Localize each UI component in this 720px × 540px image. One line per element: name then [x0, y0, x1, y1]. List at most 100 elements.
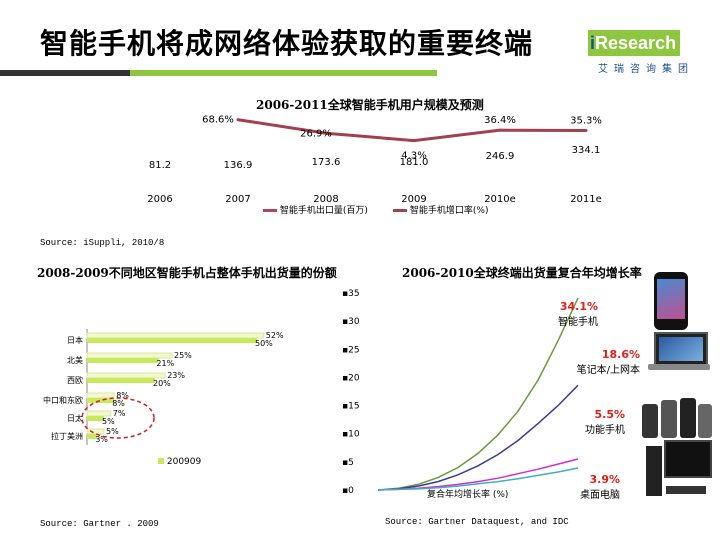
right-legend: 复合年均增长率 (%) — [427, 490, 509, 500]
page-title: 智能手机将成网络体验获取的重要终端 — [40, 27, 534, 60]
bar-200909-label: 21% — [156, 359, 174, 368]
growth-rate-point — [498, 128, 502, 132]
top-chart-title: 2006-2011全球智能手机用户规模及预测 — [256, 98, 484, 112]
year-tick-label: 2008 — [313, 194, 338, 205]
growth-curve — [377, 297, 579, 491]
region-label: 中口和东欧 — [43, 395, 83, 405]
top-chart-source: Source: iSuppli, 2010/8 — [40, 238, 165, 248]
growth-rate-label: 68.6% — [202, 115, 234, 126]
desktop-monitor — [664, 440, 712, 478]
bar-200809-label: 25% — [174, 351, 192, 360]
label-featurephone: 5.5% 功能手机 — [570, 408, 625, 436]
right-chart: ▪35 ▪30 ▪25 ▪20 ▪15 ▪10 ▪5 ▪0 — [342, 289, 579, 496]
bar-200909 — [87, 398, 115, 403]
year-tick-label: 2010e — [484, 194, 516, 205]
region-label: 日本 — [67, 335, 83, 345]
growth-rate-line — [237, 118, 587, 143]
left-chart-title: 2008-2009不同地区智能手机占整体手机出货量的份额 — [37, 266, 337, 280]
laptop-screen — [654, 332, 708, 366]
bar-200909-label: 5% — [102, 417, 115, 426]
bar-200909 — [87, 358, 159, 363]
label-desktop: 3.9% 桌面电脑 — [570, 473, 620, 501]
label-smartphone: 34.1% 智能手机 — [548, 300, 598, 328]
legend-line-swatch — [393, 209, 407, 212]
bar-200809-label: 52% — [266, 331, 284, 340]
growth-curve — [377, 467, 579, 491]
top-legend-line: 智能手机增口率(%) — [393, 203, 488, 216]
growth-rate-point — [584, 129, 588, 133]
laptop-base — [648, 364, 710, 370]
y-tick-label: ▪25 — [342, 345, 360, 355]
title-underline-green — [130, 70, 437, 76]
bar-200809 — [86, 410, 112, 417]
logo-subtitle: 艾瑞咨询集团 — [598, 64, 694, 75]
bar-200809-label: 5% — [106, 427, 119, 436]
legend-bar-swatch — [263, 209, 277, 212]
title-underline-dark — [0, 70, 130, 76]
y-tick-label: ▪30 — [342, 317, 360, 327]
label-smartphone-pct: 34.1% — [559, 300, 598, 313]
bar-200909-label: 8% — [112, 399, 125, 408]
year-tick-label: 2007 — [225, 194, 250, 205]
bar-200909 — [87, 378, 155, 383]
label-notebook-name: 笔记本/上网本 — [576, 365, 640, 376]
right-chart-source: Source: Gartner Dataquest, and IDC — [385, 517, 569, 527]
left-chart: 日本52%50%北美25%21%西欧23%20%中口和东欧8%8%日太7%5%拉… — [43, 329, 284, 445]
volume-data-label: 246.9 — [486, 151, 515, 162]
bar-200809 — [86, 332, 265, 339]
legend-bar-label: 智能手机出口量(百万) — [279, 206, 368, 216]
year-tick-label: 2006 — [147, 194, 172, 205]
label-notebook-pct: 18.6% — [601, 348, 640, 361]
year-tick-label: 2009 — [401, 194, 426, 205]
bar-200909-label: 3% — [95, 435, 108, 444]
y-tick-label: ▪20 — [342, 373, 360, 383]
label-featurephone-pct: 5.5% — [594, 408, 625, 421]
bar-200809-label: 7% — [113, 409, 126, 418]
highlight-ellipse — [81, 397, 155, 439]
feature-phones-picture — [640, 398, 712, 440]
laptop-display — [659, 337, 703, 361]
growth-curve — [377, 384, 579, 491]
laptop-picture — [648, 332, 710, 372]
left-legend-swatch — [158, 458, 164, 464]
y-tick-label: ▪10 — [342, 430, 360, 440]
growth-rate-point — [412, 139, 416, 143]
smartphone-picture — [654, 272, 688, 330]
bar-200809-label: 8% — [116, 391, 129, 400]
left-legend-label: 200909 — [166, 457, 202, 467]
growth-rate-label: 26.9% — [300, 128, 332, 139]
region-label: 西欧 — [67, 375, 83, 385]
desktop-picture — [646, 440, 712, 502]
volume-data-label: 334.1 — [572, 145, 601, 156]
label-featurephone-name: 功能手机 — [585, 425, 625, 436]
bar-200809 — [86, 428, 105, 435]
growth-rate-point — [236, 118, 240, 122]
feature-phone-2 — [661, 400, 677, 438]
logo-text: Research — [595, 33, 677, 53]
bar-200809-label: 23% — [167, 371, 185, 380]
left-chart-source: Source: Gartner . 2009 — [40, 519, 159, 529]
feature-phone-3 — [680, 398, 696, 438]
label-smartphone-name: 智能手机 — [558, 317, 598, 328]
growth-rate-label: 36.4% — [484, 115, 516, 126]
bar-200809 — [86, 352, 173, 359]
bar-200909 — [87, 434, 98, 439]
top-legend-bar: 智能手机出口量(百万) — [263, 203, 368, 216]
bar-200909-label: 20% — [153, 379, 171, 388]
logo-i: i — [590, 33, 596, 53]
desktop-keyboard — [666, 486, 706, 494]
y-tick-label: ▪15 — [342, 402, 360, 412]
top-chart: 2006 81.2 2007 136.9 2008 173.6 2009 181.0 2010e… — [147, 115, 602, 205]
smartphone-screen — [657, 279, 685, 319]
growth-rate-label: 35.3% — [570, 116, 602, 127]
iresearch-logo: iResearch — [588, 30, 680, 56]
feature-phone-1 — [642, 404, 658, 438]
region-label: 北美 — [67, 355, 83, 365]
volume-data-label: 136.9 — [224, 160, 253, 171]
volume-data-label: 181.0 — [400, 157, 429, 168]
bar-200909 — [87, 338, 257, 343]
y-tick-label: ▪5 — [342, 458, 354, 468]
region-label: 拉丁美洲 — [51, 431, 83, 441]
volume-data-label: 81.2 — [149, 160, 171, 171]
label-desktop-name: 桌面电脑 — [580, 490, 620, 501]
